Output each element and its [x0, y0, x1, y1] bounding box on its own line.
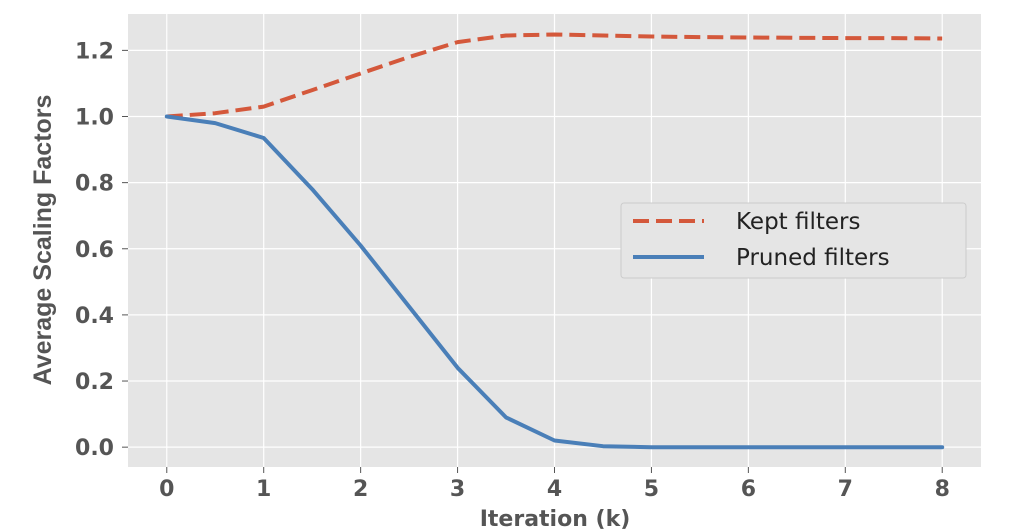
x-tick-label: 6: [741, 477, 756, 502]
y-tick-label: 0.4: [75, 304, 114, 329]
y-tick-label: 1.2: [75, 39, 114, 64]
y-tick-label: 1.0: [75, 106, 114, 131]
legend-label-kept: Kept filters: [736, 209, 861, 235]
x-tick-label: 4: [547, 477, 562, 502]
x-axis-ticks: 0 1 2 3 4 5 6 7 8: [159, 467, 950, 502]
y-tick-label: 0.0: [75, 436, 114, 461]
x-tick-label: 3: [450, 477, 465, 502]
x-tick-label: 7: [838, 477, 853, 502]
y-axis-ticks: 0.0 0.2 0.4 0.6 0.8 1.0 1.2: [75, 39, 128, 461]
x-tick-label: 5: [644, 477, 659, 502]
y-axis-label: Average Scaling Factors: [29, 95, 57, 386]
series-line-kept: [166, 32, 943, 119]
legend-label-pruned: Pruned filters: [736, 245, 890, 271]
x-tick-label: 0: [159, 477, 174, 502]
y-tick-label: 0.2: [75, 370, 114, 395]
y-tick-label: 0.8: [75, 172, 114, 197]
series-group: [164, 32, 945, 450]
x-tick-label: 8: [935, 477, 950, 502]
y-tick-label: 0.6: [75, 238, 114, 263]
x-tick-label: 2: [353, 477, 368, 502]
series-line-pruned: [164, 114, 945, 450]
legend: Kept filters Pruned filters: [620, 202, 967, 279]
x-tick-label: 1: [256, 477, 271, 502]
x-axis-label: Iteration (k): [480, 507, 631, 531]
legend-box: [620, 202, 967, 279]
